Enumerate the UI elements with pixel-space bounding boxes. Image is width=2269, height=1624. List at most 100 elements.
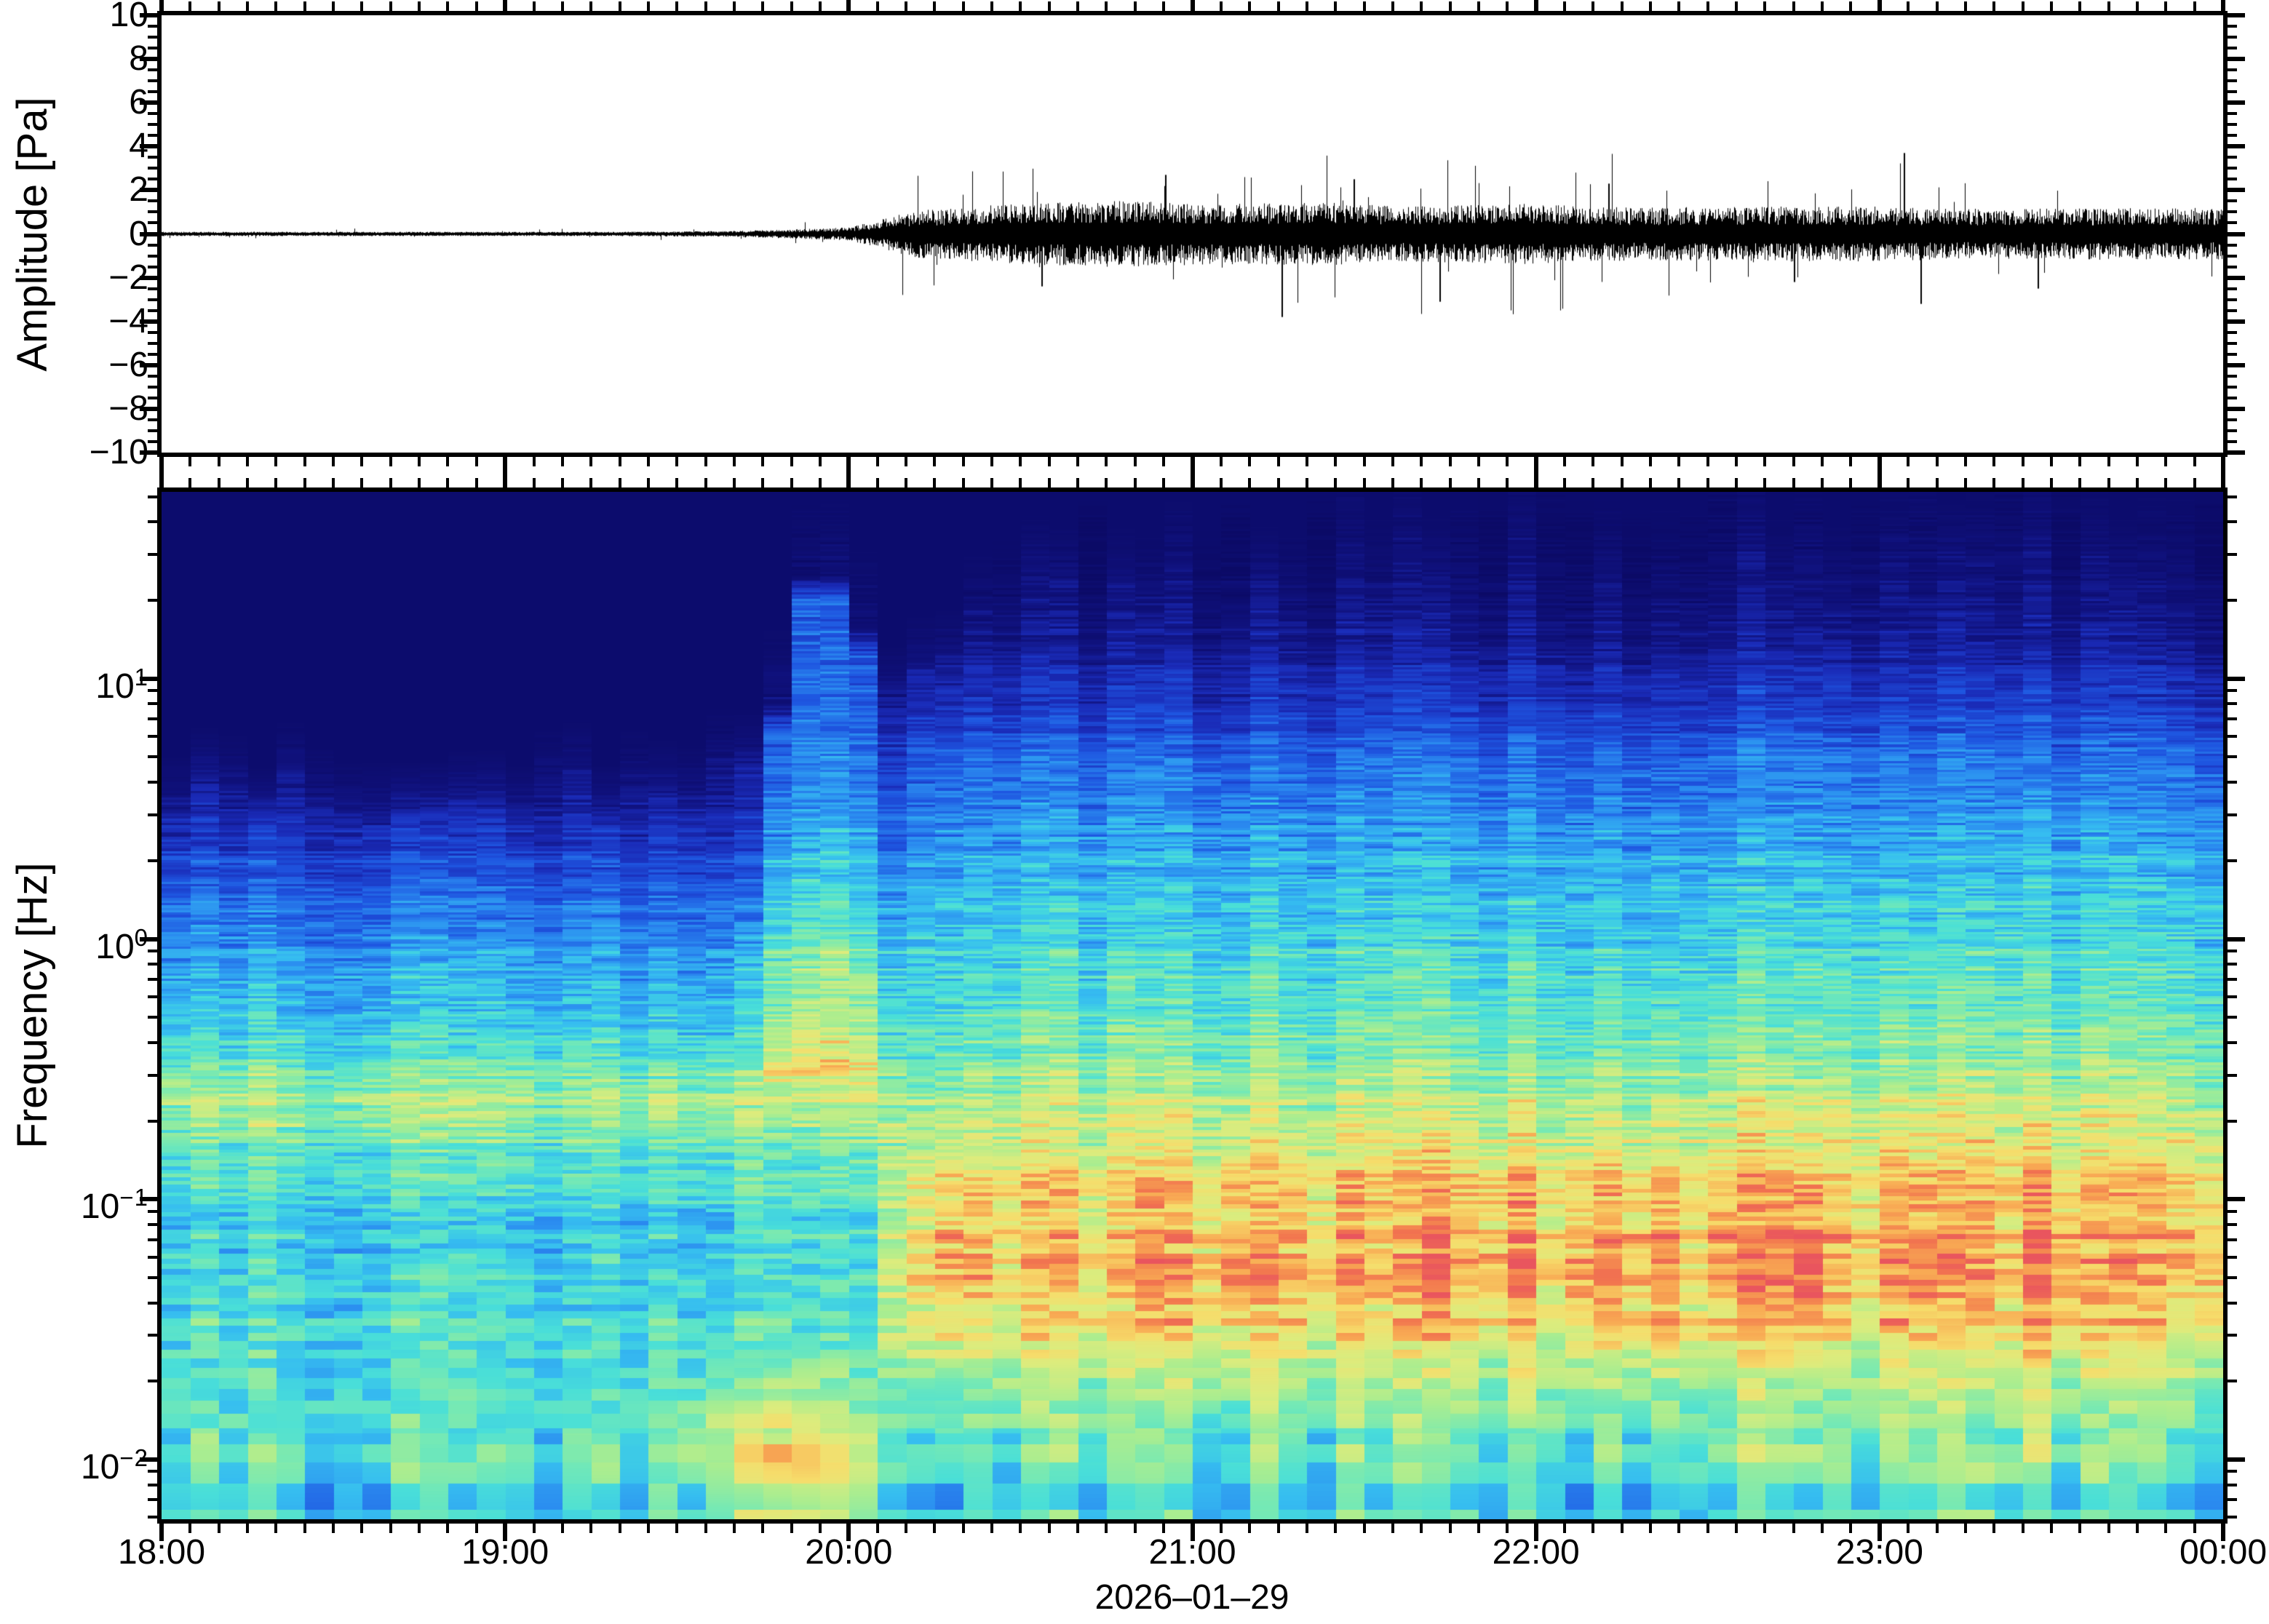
time-minor-tick-spec-top xyxy=(1133,478,1137,487)
time-minor-tick-spec-bottom xyxy=(905,1524,908,1533)
time-major-tick-wave-bottom xyxy=(1190,457,1195,474)
time-minor-tick-wave-bottom xyxy=(618,457,621,466)
amplitude-minor-tick xyxy=(2228,47,2237,50)
frequency-major-tick xyxy=(140,1457,157,1462)
time-major-tick-wave-top xyxy=(2221,0,2225,11)
time-minor-tick-wave-bottom xyxy=(332,457,335,466)
amplitude-tick-label: −10 xyxy=(89,433,148,471)
time-minor-tick-wave-bottom xyxy=(389,457,392,466)
time-minor-tick-wave-bottom xyxy=(2193,457,2196,466)
time-minor-tick-spec-bottom xyxy=(418,1524,421,1533)
frequency-minor-tick xyxy=(148,702,157,706)
time-minor-tick-spec-bottom xyxy=(2049,1524,2053,1533)
amplitude-major-tick xyxy=(2228,13,2245,17)
time-minor-tick-spec-bottom xyxy=(1849,1524,1853,1533)
time-minor-tick-spec-bottom xyxy=(1391,1524,1394,1533)
time-minor-tick-wave-top xyxy=(1420,1,1423,11)
amplitude-minor-tick xyxy=(2228,167,2237,170)
time-minor-tick-spec-top xyxy=(1162,478,1166,487)
amplitude-minor-tick xyxy=(2228,341,2237,345)
time-minor-tick-wave-top xyxy=(1276,1,1280,11)
amplitude-major-tick xyxy=(2228,57,2245,62)
amplitude-minor-tick xyxy=(148,79,157,83)
time-minor-tick-spec-bottom xyxy=(1133,1524,1137,1533)
time-minor-tick-wave-bottom xyxy=(875,457,879,466)
amplitude-minor-tick xyxy=(148,221,157,225)
frequency-major-tick xyxy=(140,1197,157,1202)
time-minor-tick-spec-bottom xyxy=(589,1524,593,1533)
amplitude-tick-label: 6 xyxy=(129,83,148,122)
time-minor-tick-wave-top xyxy=(875,1,879,11)
time-minor-tick-spec-bottom xyxy=(1105,1524,1108,1533)
time-minor-tick-wave-top xyxy=(360,1,364,11)
time-minor-tick-wave-top xyxy=(1162,1,1166,11)
amplitude-major-tick xyxy=(2228,231,2245,236)
time-minor-tick-spec-top xyxy=(474,478,478,487)
time-minor-tick-wave-top xyxy=(303,1,306,11)
time-minor-tick-wave-bottom xyxy=(1677,457,1681,466)
time-minor-tick-spec-top xyxy=(217,478,220,487)
time-minor-tick-wave-top xyxy=(2078,1,2082,11)
amplitude-minor-tick xyxy=(148,287,157,290)
time-minor-tick-wave-top xyxy=(1076,1,1080,11)
amplitude-minor-tick xyxy=(2228,298,2237,301)
frequency-minor-tick xyxy=(148,1334,157,1337)
time-minor-tick-spec-bottom xyxy=(560,1524,564,1533)
time-minor-tick-wave-bottom xyxy=(1763,457,1767,466)
time-minor-tick-spec-top xyxy=(2107,478,2110,487)
time-minor-tick-wave-top xyxy=(1448,1,1452,11)
time-minor-tick-spec-bottom xyxy=(1305,1524,1308,1533)
amplitude-minor-tick xyxy=(2228,374,2237,378)
time-minor-tick-spec-top xyxy=(1248,478,1252,487)
frequency-minor-tick xyxy=(148,859,157,862)
time-minor-tick-wave-bottom xyxy=(933,457,937,466)
time-minor-tick-wave-bottom xyxy=(446,457,450,466)
time-minor-tick-wave-bottom xyxy=(1649,457,1653,466)
time-minor-tick-spec-bottom xyxy=(1792,1524,1795,1533)
amplitude-minor-tick xyxy=(2228,79,2237,83)
time-minor-tick-wave-bottom xyxy=(2078,457,2082,466)
frequency-minor-tick xyxy=(2228,1275,2237,1279)
amplitude-minor-tick xyxy=(2228,330,2237,334)
frequency-minor-tick xyxy=(2228,1073,2237,1077)
time-major-tick-spec-bottom xyxy=(846,1524,851,1541)
frequency-tick-base: 10 xyxy=(95,666,135,706)
amplitude-tick-label: −8 xyxy=(108,389,148,428)
frequency-major-tick xyxy=(140,936,157,942)
time-minor-tick-wave-top xyxy=(188,1,192,11)
frequency-minor-tick xyxy=(2228,1222,2237,1226)
frequency-minor-tick xyxy=(148,553,157,557)
time-minor-tick-wave-bottom xyxy=(761,457,765,466)
amplitude-minor-tick xyxy=(148,68,157,72)
time-minor-tick-wave-top xyxy=(1992,1,1996,11)
time-minor-tick-wave-top xyxy=(818,1,822,11)
frequency-minor-tick xyxy=(148,1073,157,1077)
time-minor-tick-wave-bottom xyxy=(818,457,822,466)
amplitude-tick-label: 0 xyxy=(129,214,148,253)
amplitude-minor-tick xyxy=(2228,396,2237,399)
frequency-minor-tick xyxy=(148,1016,157,1019)
time-minor-tick-spec-top xyxy=(2078,478,2082,487)
time-minor-tick-spec-top xyxy=(704,478,707,487)
time-minor-tick-spec-bottom xyxy=(1420,1524,1423,1533)
time-minor-tick-spec-bottom xyxy=(1735,1524,1738,1533)
time-minor-tick-spec-top xyxy=(2164,478,2168,487)
time-minor-tick-spec-top xyxy=(646,478,650,487)
time-major-tick-spec-top xyxy=(503,470,508,487)
time-minor-tick-wave-top xyxy=(474,1,478,11)
time-minor-tick-spec-bottom xyxy=(1620,1524,1624,1533)
time-minor-tick-spec-top xyxy=(1362,478,1366,487)
amplitude-minor-tick xyxy=(148,439,157,443)
amplitude-major-tick xyxy=(140,13,157,17)
frequency-minor-tick xyxy=(148,689,157,693)
hour-tick-label: 21:00 xyxy=(1148,1533,1236,1572)
time-minor-tick-wave-top xyxy=(589,1,593,11)
time-minor-tick-spec-top xyxy=(1105,478,1108,487)
time-minor-tick-spec-top xyxy=(1563,478,1566,487)
frequency-minor-tick xyxy=(148,495,157,498)
frequency-axis-title: Frequency [Hz] xyxy=(9,862,56,1149)
time-minor-tick-spec-top xyxy=(818,478,822,487)
time-minor-tick-wave-top xyxy=(790,1,793,11)
time-minor-tick-spec-bottom xyxy=(933,1524,937,1533)
frequency-minor-tick xyxy=(148,813,157,816)
